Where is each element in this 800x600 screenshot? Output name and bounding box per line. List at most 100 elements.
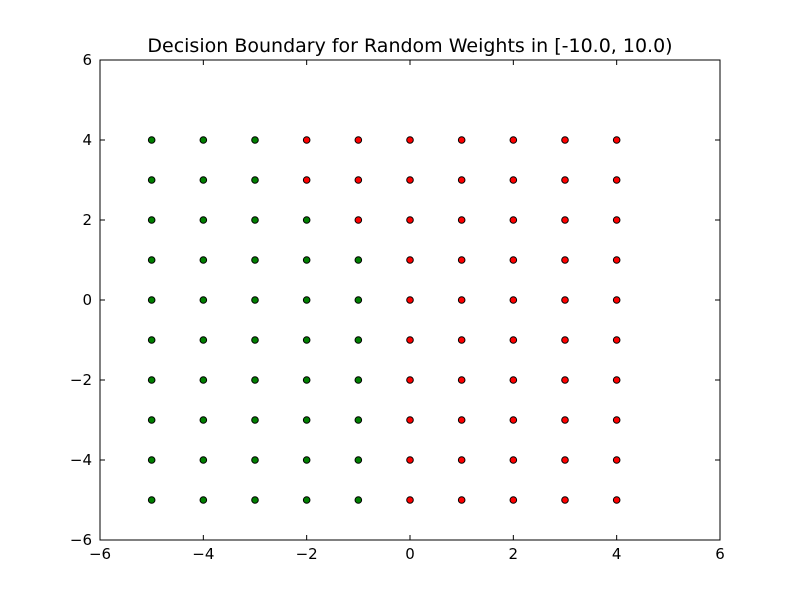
data-point-series-1	[302, 376, 311, 384]
data-point-series-1	[251, 176, 259, 184]
data-point-series-1	[302, 296, 311, 304]
data-point-series-2	[509, 336, 518, 344]
x-tick-label: 2	[509, 545, 519, 563]
data-point-series-2	[302, 176, 311, 184]
data-point-series-2	[612, 136, 621, 144]
x-tick-label: −6	[89, 545, 111, 563]
y-tick-label: −2	[70, 371, 92, 389]
data-point-series-1	[147, 136, 156, 144]
data-point-series-2	[561, 336, 569, 344]
data-point-series-1	[147, 376, 156, 384]
data-point-series-2	[561, 256, 569, 264]
data-point-series-1	[302, 216, 311, 224]
data-point-series-1	[302, 416, 311, 424]
data-point-series-1	[251, 256, 259, 264]
data-point-series-1	[354, 256, 363, 264]
data-point-series-1	[199, 136, 208, 144]
data-point-series-1	[147, 256, 156, 264]
y-tick-label: 6	[82, 51, 92, 69]
data-point-series-2	[457, 416, 466, 424]
data-point-series-2	[457, 456, 466, 464]
data-point-series-2	[406, 376, 414, 384]
data-point-series-2	[561, 496, 569, 504]
data-point-series-1	[251, 336, 259, 344]
data-point-series-1	[147, 336, 156, 344]
data-point-series-1	[199, 496, 208, 504]
data-point-series-2	[509, 256, 518, 264]
data-point-series-2	[509, 376, 518, 384]
data-point-series-2	[561, 296, 569, 304]
data-point-series-2	[354, 216, 363, 224]
data-point-series-2	[612, 376, 621, 384]
data-point-series-2	[612, 336, 621, 344]
x-tick-label: −4	[192, 545, 214, 563]
data-point-series-2	[457, 496, 466, 504]
data-point-series-2	[457, 336, 466, 344]
data-point-series-1	[251, 216, 259, 224]
data-point-series-1	[147, 176, 156, 184]
data-point-series-2	[406, 216, 414, 224]
data-point-series-2	[457, 176, 466, 184]
y-tick-label: −6	[70, 531, 92, 549]
y-tick-label: 4	[82, 131, 92, 149]
data-point-series-1	[251, 296, 259, 304]
data-point-series-1	[302, 496, 311, 504]
data-point-series-2	[561, 416, 569, 424]
data-point-series-2	[561, 176, 569, 184]
data-points	[147, 136, 621, 504]
x-tick-label: −2	[296, 545, 318, 563]
data-point-series-2	[509, 456, 518, 464]
data-point-series-1	[251, 136, 259, 144]
data-point-series-1	[302, 456, 311, 464]
data-point-series-1	[199, 256, 208, 264]
y-tick-label: −4	[70, 451, 92, 469]
data-point-series-2	[509, 416, 518, 424]
data-point-series-2	[406, 176, 414, 184]
data-point-series-2	[354, 136, 363, 144]
data-point-series-2	[509, 176, 518, 184]
data-point-series-2	[406, 256, 414, 264]
data-point-series-2	[302, 136, 311, 144]
data-point-series-2	[561, 376, 569, 384]
data-point-series-2	[612, 456, 621, 464]
data-point-series-2	[561, 136, 569, 144]
chart-title: Decision Boundary for Random Weights in …	[147, 35, 673, 57]
data-point-series-1	[354, 416, 363, 424]
data-point-series-2	[457, 296, 466, 304]
data-point-series-1	[354, 496, 363, 504]
data-point-series-1	[199, 296, 208, 304]
data-point-series-1	[251, 416, 259, 424]
y-tick-label: 0	[82, 291, 92, 309]
data-point-series-1	[251, 376, 259, 384]
axis-ticks: −6 −4 −2 0 2 4 6 −6 −4 −2 0 2 4 6	[70, 51, 725, 563]
data-point-series-1	[199, 456, 208, 464]
data-point-series-2	[509, 136, 518, 144]
x-tick-label: 0	[405, 545, 415, 563]
data-point-series-2	[406, 416, 414, 424]
data-point-series-2	[612, 416, 621, 424]
data-point-series-1	[251, 456, 259, 464]
data-point-series-2	[406, 496, 414, 504]
y-tick-label: 2	[82, 211, 92, 229]
data-point-series-2	[612, 496, 621, 504]
data-point-series-2	[406, 456, 414, 464]
data-point-series-2	[612, 176, 621, 184]
data-point-series-2	[561, 456, 569, 464]
data-point-series-1	[354, 456, 363, 464]
data-point-series-2	[457, 136, 466, 144]
data-point-series-2	[561, 216, 569, 224]
data-point-series-2	[457, 256, 466, 264]
data-point-series-2	[509, 296, 518, 304]
data-point-series-1	[199, 216, 208, 224]
data-point-series-2	[406, 136, 414, 144]
x-tick-label: 6	[715, 545, 725, 563]
data-point-series-2	[354, 176, 363, 184]
data-point-series-2	[612, 256, 621, 264]
data-point-series-1	[354, 336, 363, 344]
data-point-series-2	[406, 336, 414, 344]
data-point-series-1	[302, 336, 311, 344]
data-point-series-1	[199, 416, 208, 424]
data-point-series-1	[251, 496, 259, 504]
x-tick-label: 4	[612, 545, 622, 563]
